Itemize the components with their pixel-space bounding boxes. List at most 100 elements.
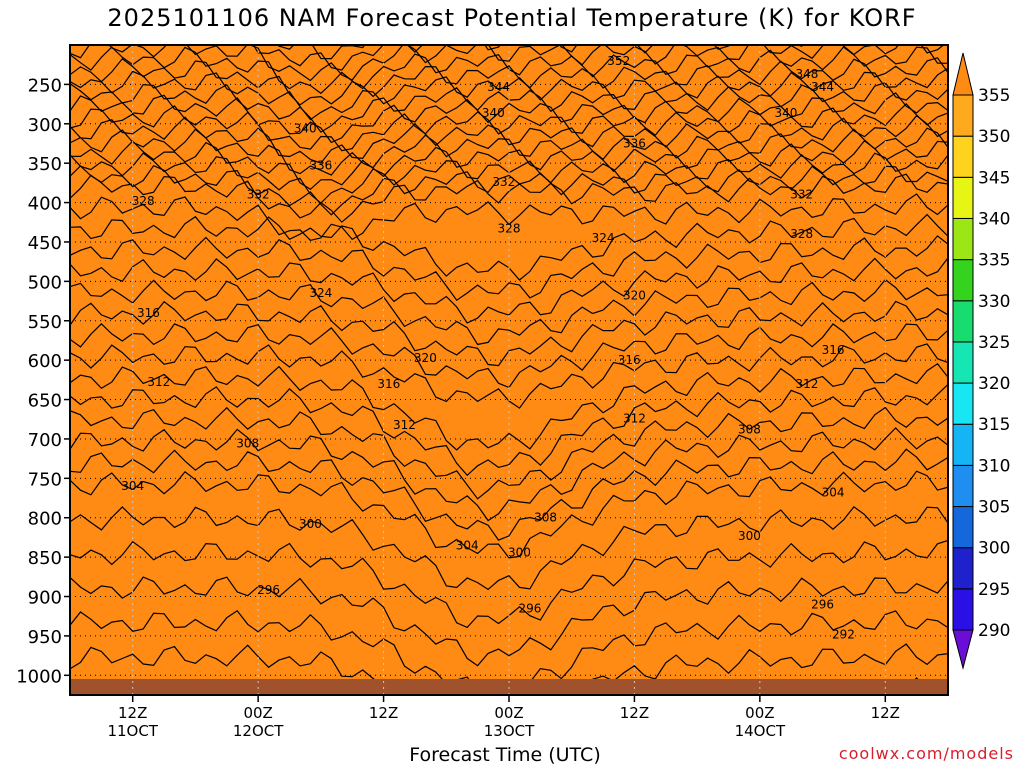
contour-322 (70, 235, 948, 302)
contour-326 (70, 193, 948, 241)
contour-340 (70, 103, 948, 152)
colorbar-segment (952, 94, 974, 137)
contour-330 (70, 164, 948, 216)
source-credit[interactable]: coolwx.com/models (838, 744, 1014, 763)
x-tick-label: 12Z (871, 704, 900, 722)
y-tick-label: 900 (28, 588, 62, 609)
contour-342 (70, 92, 948, 144)
y-tick-label: 750 (28, 469, 62, 490)
x-tick-label: 00Z (494, 704, 523, 722)
contour-label: 296 (518, 601, 541, 615)
contour-label: 316 (618, 353, 641, 367)
colorbar-segment (952, 217, 974, 261)
colorbar-label: 325 (978, 333, 1010, 353)
contour-310 (70, 362, 948, 451)
colorbar-label: 330 (978, 292, 1010, 312)
colorbar-segment (952, 300, 974, 343)
contour-316 (70, 300, 948, 367)
chart-title: 2025101106 NAM Forecast Potential Temper… (107, 4, 917, 32)
y-tick-label: 300 (28, 115, 62, 136)
y-tick-label: 250 (28, 75, 62, 96)
contour-328 (70, 173, 948, 223)
colorbar-segment (952, 341, 974, 384)
colorbar-segment (952, 176, 974, 219)
contour-label: 312 (795, 377, 818, 391)
x-tick-label: 00Z (745, 704, 774, 722)
contour-label: 332 (790, 188, 813, 202)
y-tick-label: 400 (28, 194, 62, 215)
x-tick-label: 12Z (620, 704, 649, 722)
contour-label: 304 (121, 479, 144, 493)
x-axis-label: Forecast Time (UTC) (409, 744, 601, 766)
contour-label: 324 (309, 286, 332, 300)
y-tick-label: 700 (28, 430, 62, 451)
contour-label: 308 (236, 437, 259, 451)
x-tick-label: 00Z (243, 704, 272, 722)
contour-label: 336 (309, 159, 332, 173)
colorbar-label: 300 (978, 539, 1010, 559)
contour-label: 308 (534, 511, 557, 525)
contour-label: 304 (456, 538, 479, 552)
colorbar-label: 295 (978, 580, 1010, 600)
y-tick-label: 450 (28, 233, 62, 254)
time-axis: 12Z11OCT202500Z12OCT12Z00Z13OCT12Z00Z14O… (107, 695, 900, 740)
contour-302 (70, 448, 948, 541)
contour-label: 340 (482, 106, 505, 120)
colorbar-segment (952, 382, 974, 425)
contour-348 (70, 57, 948, 106)
colorbar-label: 315 (978, 415, 1010, 435)
colorbar-segment (952, 464, 974, 508)
contour-334 (70, 139, 948, 191)
contour-label: 340 (294, 122, 317, 136)
contour-318 (70, 278, 948, 346)
colorbar: 290 295 300 305 310 315 320 325 330 335 340 345 350 3… (952, 52, 1010, 670)
y-tick-label: 1000 (16, 666, 62, 687)
contour-label: 328 (132, 194, 155, 208)
temperature-bands (70, 45, 948, 695)
colorbar-segment (952, 259, 974, 302)
contour-label: 316 (137, 306, 160, 320)
y-tick-label: 500 (28, 272, 62, 293)
contour-label: 316 (377, 377, 400, 391)
contour-label: 352 (607, 54, 630, 68)
contour-354 (141, 45, 804, 71)
colorbar-label: 345 (978, 168, 1010, 188)
y-tick-label: 650 (28, 391, 62, 412)
contour-304 (70, 427, 948, 522)
colorbar-label: 305 (978, 498, 1010, 518)
colorbar-label: 320 (978, 374, 1010, 394)
contour-label: 300 (299, 517, 322, 531)
contour-label: 332 (247, 188, 270, 202)
contour-label: 300 (508, 545, 531, 559)
contour-label: 336 (623, 136, 646, 150)
contour-label: 312 (393, 418, 416, 432)
contour-label: 340 (775, 106, 798, 120)
contour-294 (70, 576, 948, 667)
colorbar-label: 290 (978, 621, 1010, 641)
colorbar-label: 335 (978, 251, 1010, 271)
y-tick-label: 350 (28, 154, 62, 175)
contour-300 (70, 470, 948, 559)
contour-346 (70, 67, 948, 121)
contour-label: 324 (592, 231, 615, 245)
y-tick-label: 800 (28, 509, 62, 530)
pressure-axis: 250 300 350 400 450 500 550 600 650 700 750 800 850 9… (16, 75, 70, 687)
colorbar-high-arrow (952, 52, 974, 96)
band-355-360 (70, 45, 948, 695)
isentrope-contours (70, 45, 948, 695)
contour-308 (70, 383, 948, 477)
contour-label: 292 (832, 627, 855, 641)
colorbar-low-arrow (952, 629, 974, 670)
colorbar-segment (952, 588, 974, 631)
contour-label: 328 (498, 222, 521, 236)
contour-label: 332 (492, 175, 515, 189)
x-tick-label: 12OCT (233, 722, 284, 740)
contour-label: 328 (790, 227, 813, 241)
contour-label: 304 (822, 486, 845, 500)
colorbar-segment (952, 547, 974, 590)
contour-306 (70, 406, 948, 500)
colorbar-segment (952, 135, 974, 178)
contour-label: 348 (795, 67, 818, 81)
x-tick-label: 14OCT (735, 722, 786, 740)
